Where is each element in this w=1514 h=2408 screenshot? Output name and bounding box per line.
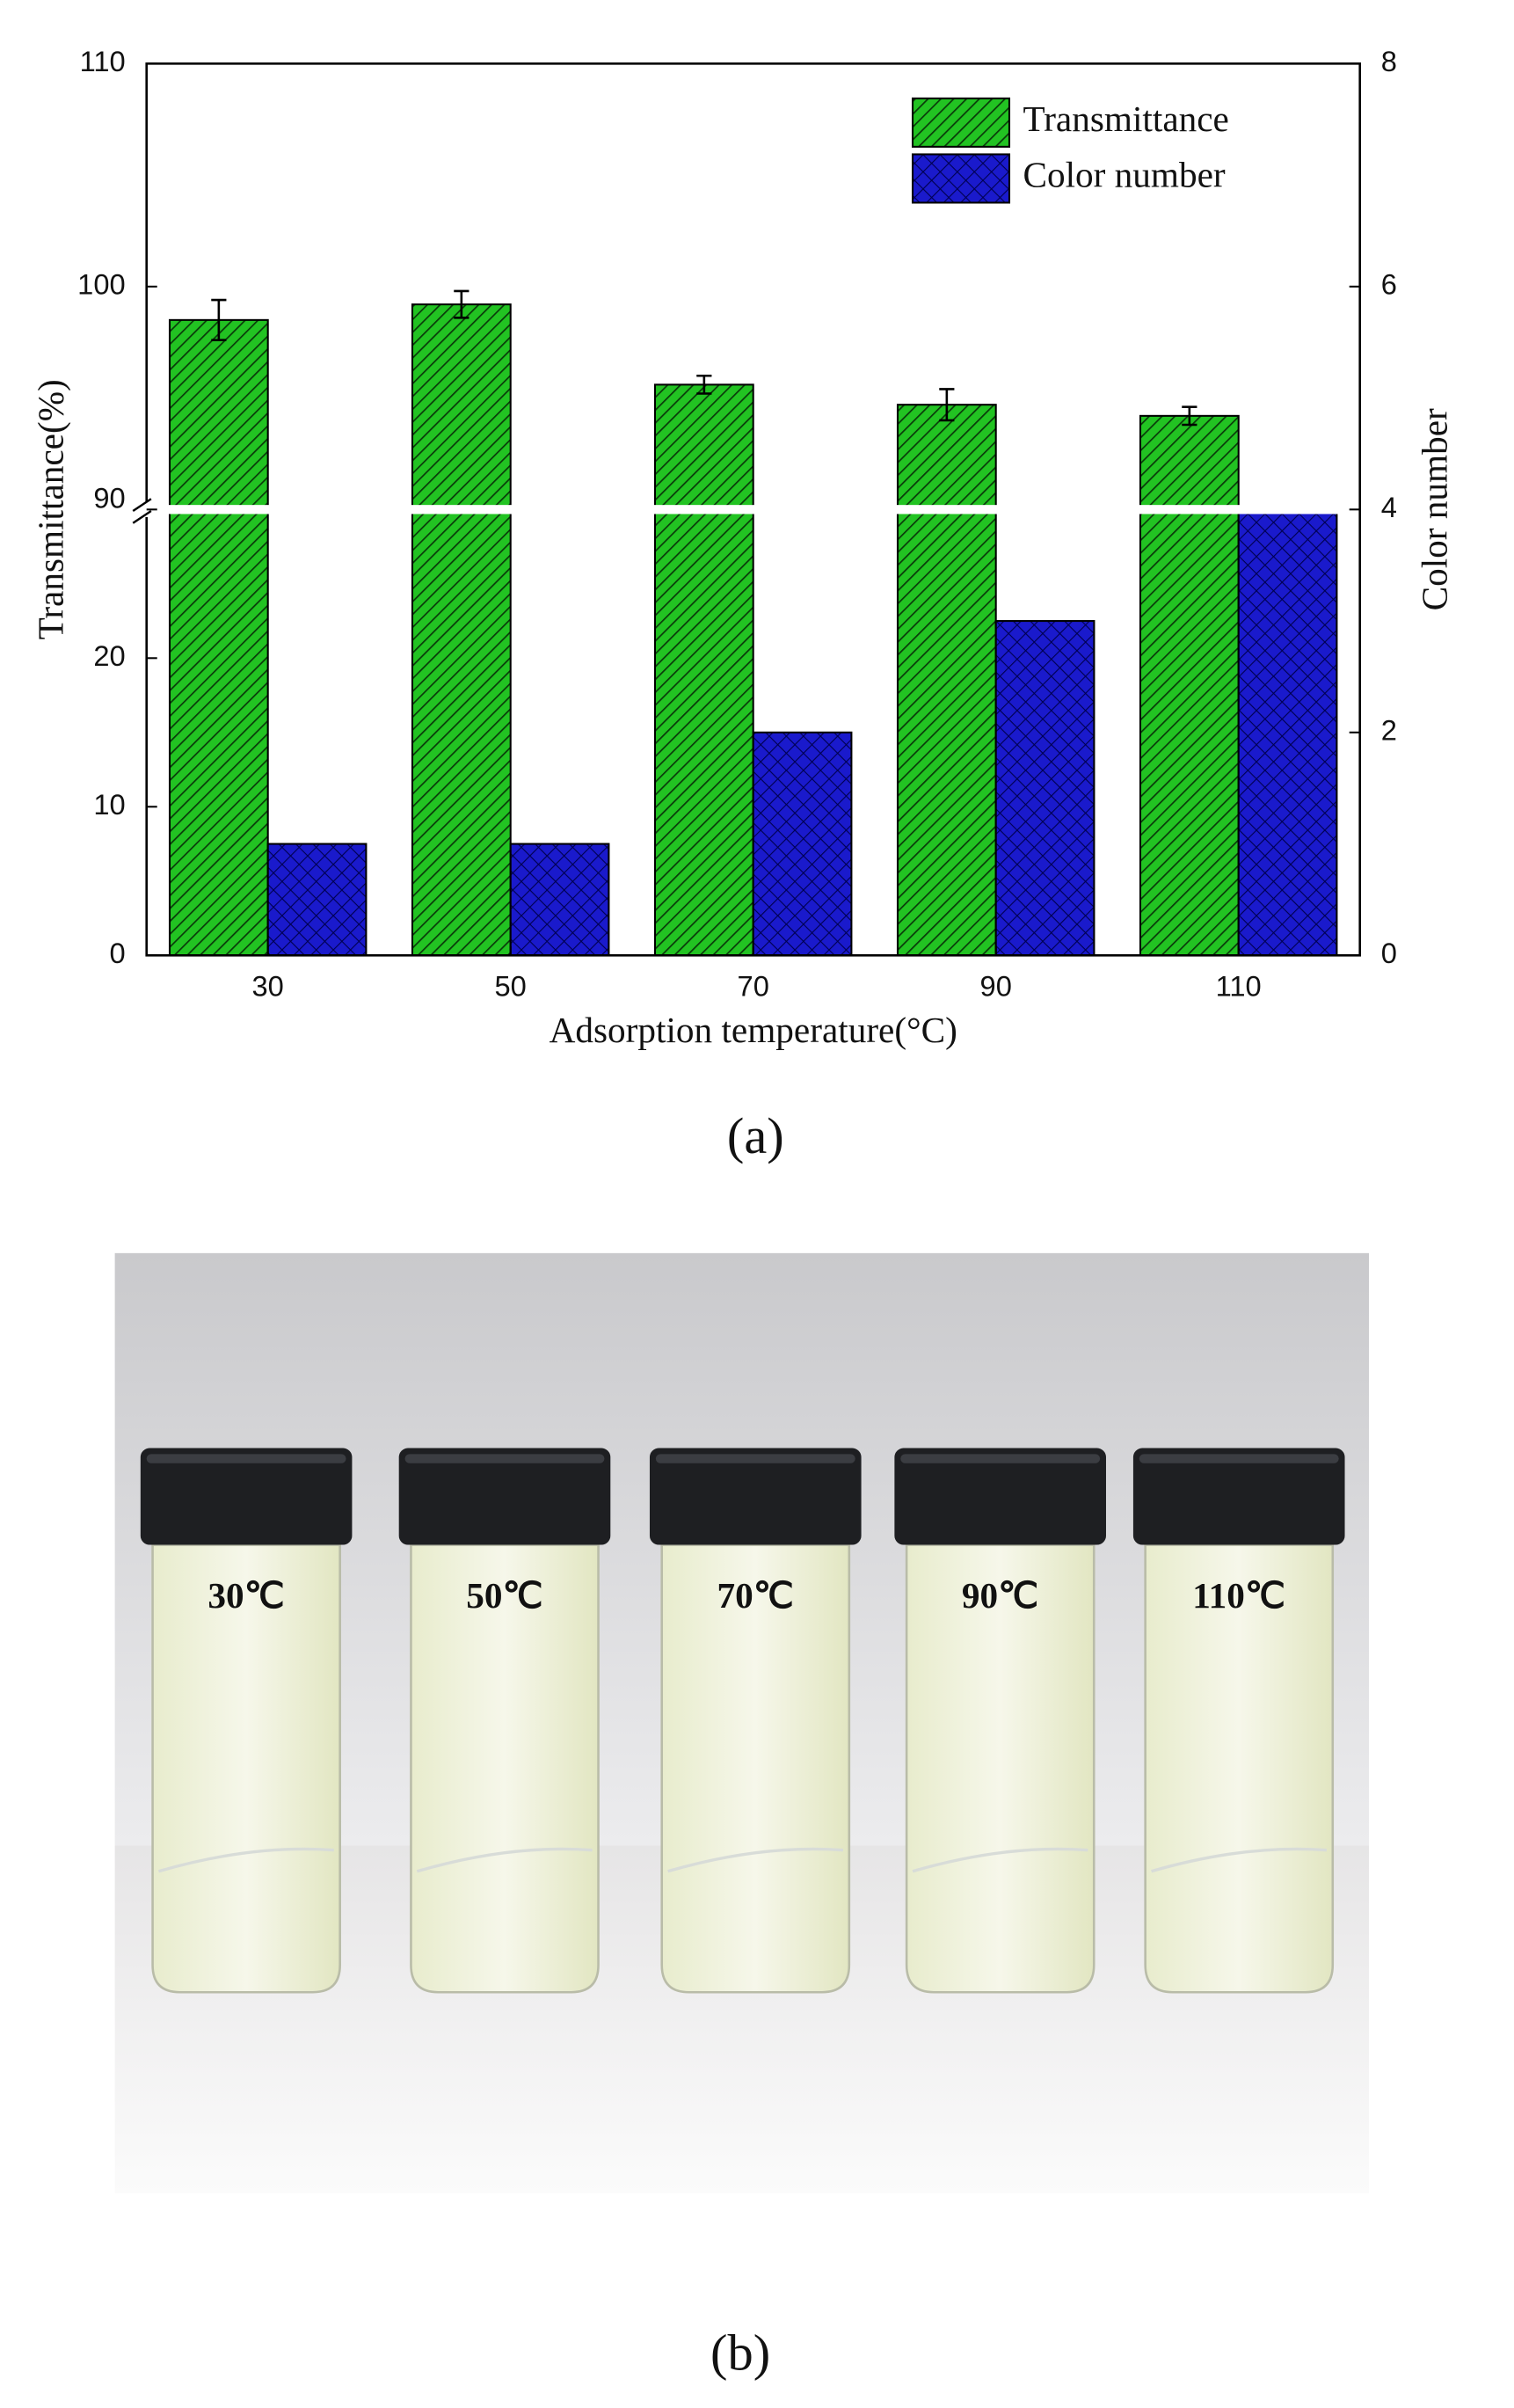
y-tick-label: 90: [93, 482, 125, 514]
bar: [1237, 508, 1338, 957]
bar: [168, 318, 269, 957]
vial-cap-shine: [1139, 1454, 1339, 1463]
panel-label: (b): [710, 2324, 770, 2382]
vial-cap: [398, 1448, 611, 1545]
vial-cap: [140, 1448, 353, 1545]
y-tick-label: 0: [109, 937, 125, 969]
vial-cap-shine: [900, 1454, 1101, 1463]
vial-body: [1144, 1543, 1335, 1994]
bar: [896, 404, 997, 957]
x-tick-label: 70: [738, 970, 769, 1003]
y2-tick-label: 0: [1381, 937, 1397, 969]
chart: 30 50 70 90 110 0 10 20 90 100 110 0 2 4 6 8 Transmittan…: [30, 45, 1454, 1051]
y2-tick-label: 2: [1381, 713, 1397, 746]
legend-swatch: [911, 97, 1011, 148]
y-tick-label: 10: [93, 788, 125, 821]
vial-label: 70℃: [717, 1575, 795, 1616]
error-bar: [696, 374, 712, 395]
bar: [266, 843, 368, 957]
bar: [1139, 414, 1240, 957]
legend-swatch: [911, 153, 1011, 204]
vial-label: 110℃: [1192, 1575, 1285, 1616]
bar: [411, 303, 512, 957]
legend-label: Color number: [1023, 154, 1225, 194]
y-tick-label: 100: [77, 267, 125, 300]
error-bar: [211, 298, 227, 341]
x-tick-label: 90: [980, 970, 1012, 1003]
vial-meniscus: [912, 1847, 1088, 1873]
y2-tick-label: 6: [1381, 267, 1397, 300]
y2-axis-label: Color number: [1415, 408, 1455, 610]
vial-cap: [894, 1448, 1106, 1545]
vial-label: 50℃: [466, 1575, 543, 1616]
vial-meniscus: [416, 1847, 593, 1873]
axis-break: [148, 505, 1358, 514]
vial-body: [410, 1543, 600, 1994]
vial-cap: [649, 1448, 862, 1545]
error-bar: [454, 289, 469, 319]
vial-cap-shine: [404, 1454, 605, 1463]
y2-tick-label: 4: [1381, 491, 1397, 523]
vial-cap-shine: [655, 1454, 855, 1463]
x-tick-label: 30: [252, 970, 284, 1003]
bar: [752, 731, 853, 957]
vial-body: [905, 1543, 1095, 1994]
error-bar: [939, 388, 955, 422]
y2-tick-label: 8: [1381, 45, 1397, 77]
vial-cap: [1132, 1448, 1345, 1545]
axis-break-mark: [132, 498, 152, 524]
legend-label: Transmittance: [1023, 99, 1228, 139]
y-tick-label: 110: [80, 45, 126, 77]
bar: [653, 383, 754, 957]
vial-meniscus: [667, 1847, 844, 1873]
vial-body: [660, 1543, 851, 1994]
bar: [509, 843, 610, 957]
bar: [994, 620, 1095, 957]
photo: 30℃ 50℃ 70℃ 90℃ 110℃: [114, 1252, 1370, 2193]
x-tick-label: 50: [495, 970, 527, 1003]
vial-label: 30℃: [207, 1575, 285, 1616]
x-tick-label: 110: [1216, 970, 1262, 1003]
vial-meniscus: [1151, 1847, 1328, 1873]
vial-cap-shine: [146, 1454, 346, 1463]
vial-label: 90℃: [962, 1575, 1039, 1616]
x-axis-label: Adsorption temperature(°C): [550, 1010, 957, 1051]
y-tick-label: 20: [93, 639, 125, 672]
vial-body: [151, 1543, 341, 1994]
y-axis-label: Transmittance(%): [30, 379, 71, 639]
panel-label: (a): [727, 1107, 784, 1164]
vial-meniscus: [157, 1847, 334, 1873]
error-bar: [1182, 405, 1197, 427]
